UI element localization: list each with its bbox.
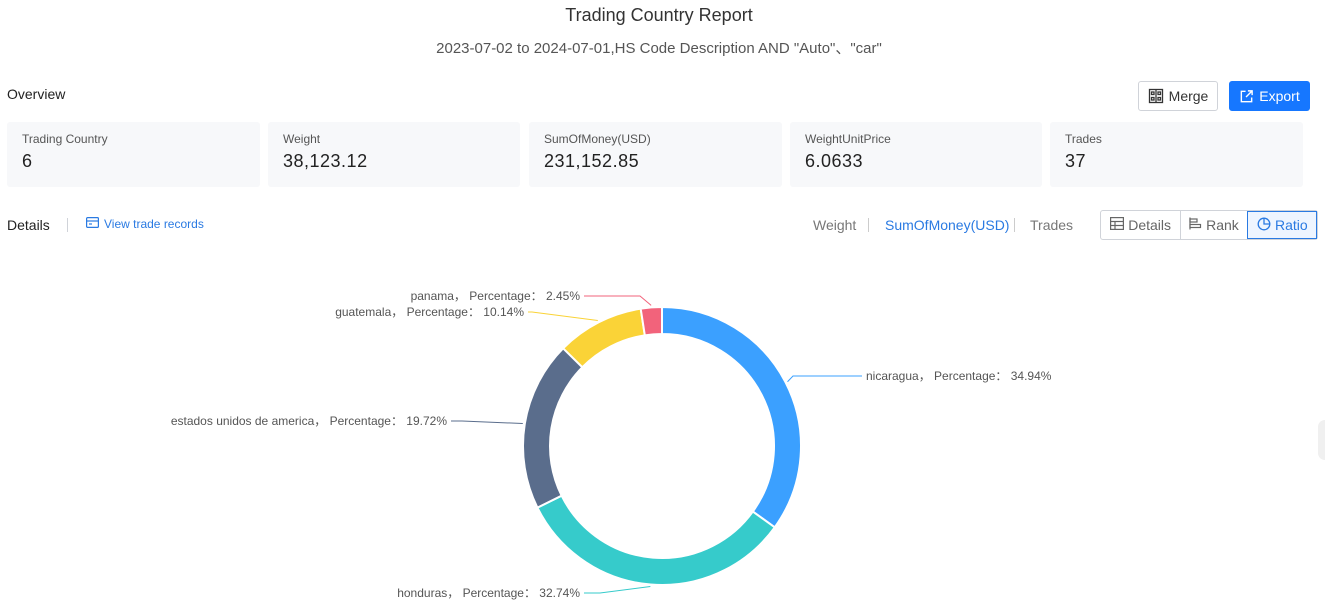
stat-card-sum-of-money: SumOfMoney(USD) 231,152.85 <box>529 122 782 187</box>
view-tab-label: Rank <box>1206 217 1239 233</box>
merge-label: Merge <box>1168 88 1209 104</box>
slice-label: panama， Percentage： 2.45% <box>411 289 581 303</box>
export-label: Export <box>1259 88 1300 104</box>
donut-slice-estados-unidos-de-america[interactable] <box>522 346 584 509</box>
label-leader-line <box>584 586 651 594</box>
donut-slice-panama[interactable] <box>639 305 663 337</box>
stat-label: WeightUnitPrice <box>805 132 891 146</box>
divider <box>1014 218 1015 232</box>
side-panel-handle[interactable] <box>1318 420 1325 460</box>
slice-label: guatemala， Percentage： 10.14% <box>335 305 524 319</box>
stat-label: SumOfMoney(USD) <box>544 132 651 146</box>
stat-label: Trades <box>1065 132 1102 146</box>
donut-slice-honduras[interactable] <box>536 494 777 586</box>
label-leader-line <box>584 295 652 306</box>
rank-bars-icon <box>1189 217 1202 233</box>
metric-tab-trades[interactable]: Trades <box>1030 217 1074 233</box>
stat-card-weight: Weight 38,123.12 <box>268 122 520 187</box>
slice-label: estados unidos de america， Percentage： 1… <box>171 414 447 428</box>
slice-label: nicaragua， Percentage： 34.94% <box>866 369 1052 383</box>
details-heading: Details <box>7 217 50 233</box>
stat-label: Weight <box>283 132 321 146</box>
metric-tab-sum-of-money[interactable]: SumOfMoney(USD) <box>885 217 1010 233</box>
view-tab-details[interactable]: Details <box>1101 211 1180 239</box>
stat-value: 231,152.85 <box>544 151 640 171</box>
stat-value: 6 <box>22 151 33 171</box>
slice-label: honduras， Percentage： 32.74% <box>397 586 580 600</box>
label-leader-line <box>451 420 523 425</box>
view-tab-label: Ratio <box>1274 217 1308 233</box>
stat-value: 37 <box>1065 151 1087 171</box>
view-tab-ratio[interactable]: Ratio <box>1246 211 1318 239</box>
view-trade-records-link[interactable]: View trade records <box>86 217 204 231</box>
merge-icon <box>1148 88 1164 104</box>
divider <box>868 218 869 232</box>
report-title: Trading Country Report <box>565 5 753 25</box>
merge-button[interactable]: Merge <box>1138 81 1218 111</box>
divider <box>67 218 68 232</box>
label-leader-line <box>787 375 862 383</box>
view-trade-records-label: View trade records <box>104 217 204 231</box>
stat-card-weight-unit-price: WeightUnitPrice 6.0633 <box>790 122 1042 187</box>
donut-slice-nicaragua[interactable] <box>661 305 802 529</box>
label-leader-line <box>528 311 598 321</box>
export-button[interactable]: Export <box>1229 81 1310 111</box>
metric-tab-weight[interactable]: Weight <box>813 217 857 233</box>
report-subtitle: 2023-07-02 to 2024-07-01,HS Code Descrip… <box>436 40 882 57</box>
records-icon <box>86 217 100 231</box>
pie-chart-icon <box>1257 217 1271 234</box>
stat-label: Trading Country <box>22 132 108 146</box>
overview-heading: Overview <box>7 86 66 102</box>
view-tab-label: Details <box>1128 217 1172 233</box>
donut-chart: nicaragua， Percentage： 34.94% honduras， P… <box>171 289 1052 600</box>
stat-card-trades: Trades 37 <box>1050 122 1303 187</box>
stat-value: 38,123.12 <box>283 151 368 171</box>
view-tab-rank[interactable]: Rank <box>1180 211 1246 239</box>
stat-card-trading-country: Trading Country 6 <box>7 122 260 187</box>
export-icon <box>1239 89 1254 104</box>
table-icon <box>1110 217 1125 233</box>
stat-value: 6.0633 <box>805 151 864 171</box>
view-switcher: Details Rank Ratio <box>1100 210 1318 240</box>
